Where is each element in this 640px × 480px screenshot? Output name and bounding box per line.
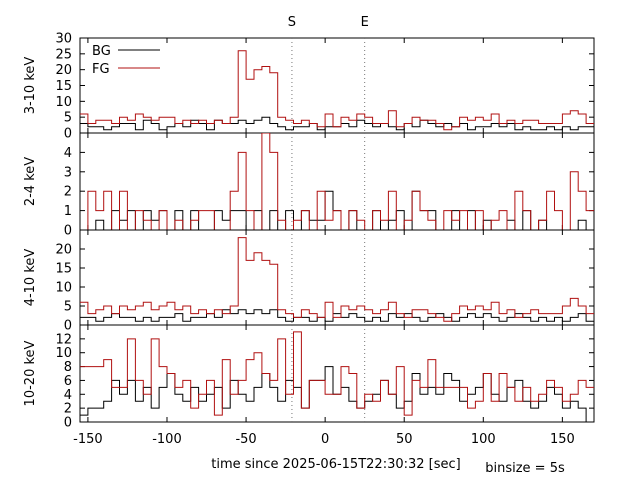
panel-frame [79,37,595,134]
y-tick-label: 1 [64,204,72,219]
x-tick-label: -100 [152,432,182,447]
series-fg-line [80,237,594,322]
series-fg-line [80,50,594,131]
y-tick-label: 15 [55,262,72,277]
x-tick-label: -150 [73,432,103,447]
binsize-label: binsize = 5s [485,461,565,476]
y-tick-label: 20 [55,63,72,78]
y-tick-label: 5 [64,300,72,315]
x-tick-label: 0 [321,432,329,447]
panel-3: 0 5 10 15 20 4-10 keV [23,229,595,334]
panel-2: 0 1 2 3 4 2-4 keV [23,132,595,239]
y-axis-label: 4-10 keV [23,249,38,307]
x-tick-label: 50 [396,432,413,447]
series-bg-line [80,309,594,322]
marker-label-e: E [361,15,369,30]
x-tick-label: -50 [235,432,256,447]
legend: BG FG [92,44,160,77]
y-axis-label: 2-4 keV [23,157,38,206]
series-fg-line [80,331,594,416]
y-axis-label: 10-20 keV [23,340,38,406]
series-fg-line [80,133,594,230]
x-tick-label: 100 [471,432,496,447]
y-tick-label: 0 [64,319,72,334]
y-tick-label: 0 [64,224,72,239]
x-axis: -150 -100 -50 0 50 100 150 [73,432,575,447]
y-tick-label: 3 [64,165,72,180]
panel-frame [79,229,595,326]
panel-frame [79,324,595,423]
y-tick-label: 4 [64,388,72,403]
y-tick-label: 20 [55,243,72,258]
legend-label-fg: FG [92,62,110,77]
y-tick-label: 4 [64,146,72,161]
y-tick-label: 10 [55,281,72,296]
y-tick-label: 0 [64,416,72,431]
y-tick-label: 2 [64,185,72,200]
y-tick-label: 8 [64,360,72,375]
panel-frame [79,132,595,231]
y-tick-label: 10 [55,346,72,361]
y-tick-label: 10 [55,95,72,110]
y-tick-label: 5 [64,111,72,126]
y-axis-label: 3-10 keV [23,57,38,115]
y-tick-label: 12 [55,332,72,347]
x-axis-label: time since 2025-06-15T22:30:32 [sec] [211,457,460,472]
legend-label-bg: BG [92,44,111,59]
marker-label-s: S [288,15,296,30]
x-tick-label: 150 [550,432,575,447]
y-tick-label: 0 [64,127,72,142]
y-tick-label: 6 [64,374,72,389]
y-tick-label: 30 [55,32,72,47]
y-tick-label: 2 [64,402,72,417]
y-tick-label: 15 [55,79,72,94]
y-tick-label: 25 [55,47,72,62]
